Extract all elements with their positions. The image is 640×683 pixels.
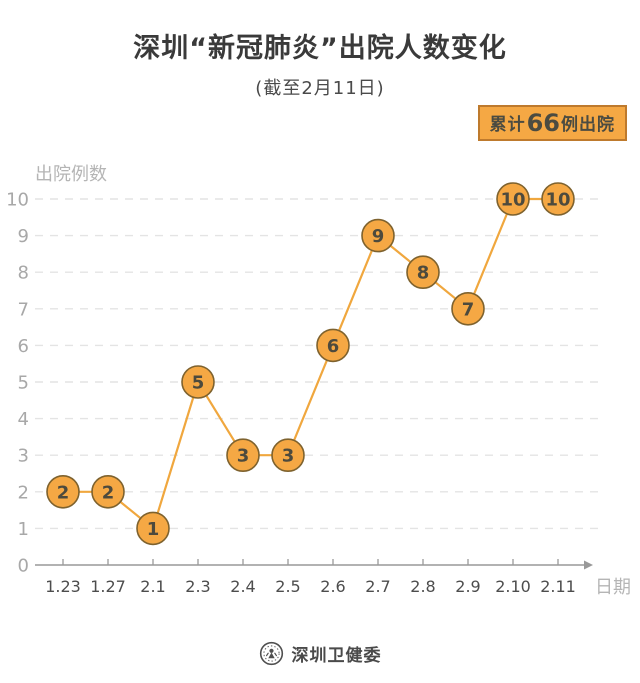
data-point-marker bbox=[136, 511, 170, 546]
data-point-value: 10 bbox=[545, 190, 570, 211]
data-point-marker bbox=[46, 474, 80, 509]
data-point-marker bbox=[361, 218, 395, 253]
y-tick-label: 2 bbox=[18, 482, 29, 503]
y-tick-label: 3 bbox=[18, 446, 29, 467]
line-chart: 出院例数 0 1 2 3 4 5 6 7 8 9 10 1.23 1.27 2.1 2.3 2.4 2.5 2.6 2… bbox=[0, 150, 640, 620]
x-tick-label: 2.11 bbox=[540, 577, 576, 596]
data-point-marker bbox=[406, 255, 440, 289]
cumulative-total-badge: 累计 66 例出院 bbox=[477, 105, 627, 141]
x-tick-label: 2.9 bbox=[455, 577, 480, 596]
data-point-marker bbox=[541, 182, 575, 216]
data-point-value: 2 bbox=[102, 482, 115, 503]
data-point-marker bbox=[316, 328, 350, 363]
y-tick-label: 6 bbox=[18, 336, 29, 357]
data-point-marker bbox=[451, 292, 485, 326]
y-tick-label: 8 bbox=[18, 263, 29, 284]
data-point-value: 3 bbox=[237, 446, 250, 467]
data-point-value: 8 bbox=[417, 263, 430, 284]
chart-header: 深圳“新冠肺炎”出院人数变化 (截至2月11日) bbox=[0, 0, 640, 100]
y-tick-label: 1 bbox=[18, 519, 29, 540]
y-tick-label: 5 bbox=[18, 373, 29, 394]
data-point-value: 10 bbox=[500, 190, 525, 211]
x-axis-arrow bbox=[584, 560, 593, 570]
y-tick-label: 7 bbox=[18, 299, 29, 320]
badge-value: 66 bbox=[526, 108, 560, 137]
line-chart-canvas: 出院例数 0 1 2 3 4 5 6 7 8 9 10 1.23 1.27 2.1 2.3 2.4 2.5 2.6 2… bbox=[6, 164, 631, 598]
data-point-value: 7 bbox=[462, 299, 475, 320]
y-tick-label: 10 bbox=[6, 190, 29, 211]
data-point-marker bbox=[181, 365, 215, 399]
data-point-marker bbox=[226, 438, 260, 473]
x-tick-label: 2.4 bbox=[230, 577, 255, 596]
x-tick-label: 2.8 bbox=[410, 577, 435, 596]
footer: 深圳卫健委 bbox=[0, 641, 640, 666]
data-point-value: 1 bbox=[147, 519, 160, 540]
data-point-value: 6 bbox=[327, 336, 340, 357]
data-point-marker bbox=[91, 474, 125, 509]
x-tick-label: 2.10 bbox=[495, 577, 531, 596]
chart-title: 深圳“新冠肺炎”出院人数变化 bbox=[133, 33, 507, 64]
x-tick-label: 1.23 bbox=[45, 577, 81, 596]
data-point-marker bbox=[271, 438, 305, 473]
x-tick-label: 2.6 bbox=[320, 577, 345, 596]
data-line bbox=[63, 197, 558, 531]
chart-subtitle: (截至2月11日) bbox=[255, 78, 385, 99]
badge-suffix: 例出院 bbox=[561, 115, 615, 135]
y-axis-title: 出院例数 bbox=[35, 164, 107, 185]
x-tick-label: 2.5 bbox=[275, 577, 300, 596]
data-point-value: 2 bbox=[57, 482, 70, 503]
data-point-marker bbox=[496, 182, 530, 216]
data-point-value: 5 bbox=[192, 373, 205, 394]
footer-org-name: 深圳卫健委 bbox=[291, 646, 382, 666]
x-axis-title: 日期 bbox=[595, 577, 631, 598]
y-tick-label: 4 bbox=[18, 409, 29, 430]
data-point-value: 9 bbox=[372, 226, 385, 247]
shenzhen-health-commission-logo bbox=[259, 641, 283, 666]
badge-prefix: 累计 bbox=[489, 115, 526, 135]
x-tick-label: 2.1 bbox=[140, 577, 165, 596]
x-tick-label: 2.3 bbox=[185, 577, 210, 596]
x-tick-label: 2.7 bbox=[365, 577, 390, 596]
x-tick-label: 1.27 bbox=[90, 577, 126, 596]
y-tick-label: 0 bbox=[18, 556, 29, 577]
y-tick-label: 9 bbox=[18, 226, 29, 247]
data-point-value: 3 bbox=[282, 446, 295, 467]
